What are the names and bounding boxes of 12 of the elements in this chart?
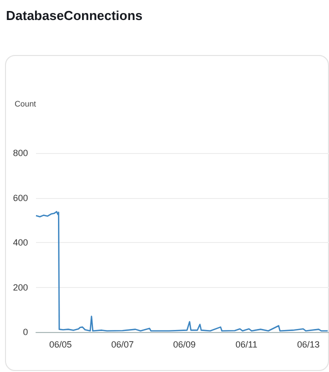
- y-tick-label: 800: [12, 148, 28, 158]
- y-tick-label: 200: [12, 282, 28, 292]
- x-tick-label: 06/07: [111, 340, 134, 350]
- y-axis-title: Count: [14, 100, 37, 108]
- y-tick-label: 600: [12, 192, 28, 203]
- x-tick-label: 06/05: [49, 340, 72, 350]
- x-tick-label: 06/13: [297, 340, 320, 350]
- x-tick-label: 06/11: [235, 340, 258, 350]
- y-tick-label: 400: [12, 238, 28, 248]
- y-tick-label: 0: [22, 327, 28, 337]
- x-tick-label: 06/09: [173, 340, 196, 350]
- chart-title: DatabaseConnections: [6, 8, 143, 23]
